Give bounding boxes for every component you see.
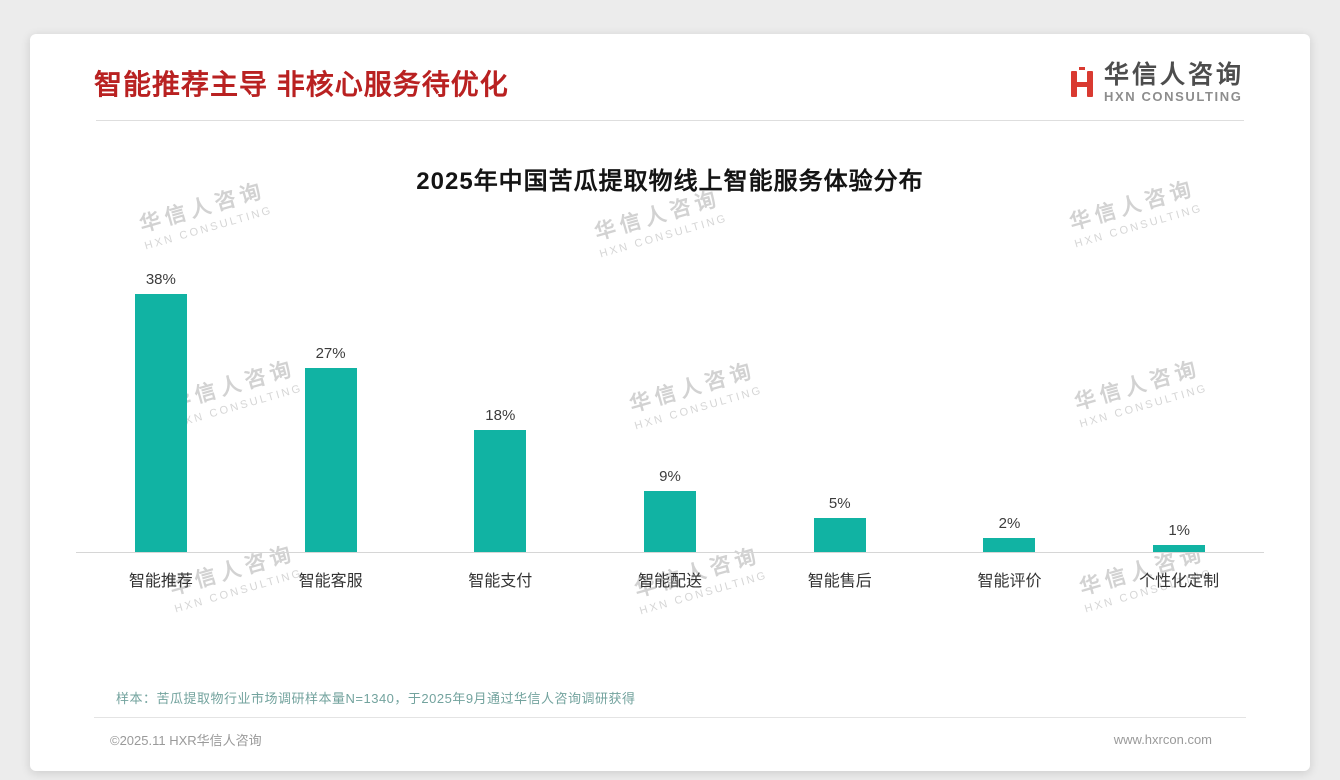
bar-value-label: 1% (1168, 521, 1191, 539)
bar-value-label: 27% (315, 344, 346, 362)
header-divider (96, 119, 1244, 121)
x-axis-line (76, 551, 1264, 553)
page-title: 智能推荐主导 非核心服务待优化 (94, 68, 509, 100)
bar-column: 38% (76, 271, 246, 552)
footer-website: www.hxrcon.com (1113, 732, 1212, 747)
bar (474, 429, 527, 552)
bar-column: 18% (415, 407, 585, 552)
bar (644, 490, 697, 552)
bar-value-label: 38% (145, 270, 176, 288)
slide-content: 智能推荐主导 非核心服务待优化 华信人咨询 HXN CONSULTING 202… (30, 34, 1310, 771)
bar-value-label: 9% (659, 467, 681, 485)
bar-category-label: 智能售后 (807, 572, 872, 590)
bar-column: 9% (585, 468, 755, 552)
spacer (30, 591, 1310, 688)
bar (813, 517, 866, 552)
bar-value-label: 2% (998, 514, 1021, 532)
bar-category-label: 智能推荐 (128, 572, 193, 590)
footer-divider (94, 717, 1246, 718)
bar-category-label: 智能配送 (638, 572, 703, 590)
category-axis: 智能推荐 智能客服 智能支付 智能配送 智能售后 智能评价 个性化定制 (76, 553, 1264, 591)
footer-copyright: ©2025.11 HXR华信人咨询 (110, 733, 262, 748)
bar-value-label: 18% (485, 406, 516, 424)
bar-value-label: 5% (828, 494, 851, 512)
bar (1153, 544, 1206, 552)
slide-card: 华信人咨询 HXN CONSULTING 华信人咨询 HXN CONSULTING 华信… (30, 34, 1310, 771)
sample-note: 样本：苦瓜提取物行业市场调研样本量N=1340，于2025年9月通过华信人咨询调… (116, 691, 636, 706)
bar-column: 1% (1094, 522, 1264, 552)
company-logo: 华信人咨询 HXN CONSULTING (1069, 62, 1244, 104)
logo-h-mark-icon (1070, 66, 1093, 97)
footer: ©2025.11 HXR华信人咨询 www.hxrcon.com (30, 718, 1310, 771)
bar (134, 293, 187, 552)
bar-category-label: 智能评价 (977, 572, 1042, 590)
bar (983, 537, 1036, 552)
logo-text: 华信人咨询 HXN CONSULTING (1104, 62, 1244, 104)
plot-area: 38% 27% 18% 9% 5% 2% 1% (76, 230, 1264, 552)
bar-category-label: 个性化定制 (1139, 572, 1220, 590)
bar-category-label: 智能客服 (298, 572, 363, 590)
bar-category-label: 智能支付 (468, 572, 533, 590)
bar (304, 367, 357, 552)
bar-column: 2% (925, 515, 1095, 552)
logo-cn-text: 华信人咨询 (1103, 61, 1244, 89)
chart-title: 2025年中国苦瓜提取物线上智能服务体验分布 (416, 167, 924, 195)
logo-en-text: HXN CONSULTING (1103, 89, 1243, 105)
bar-column: 27% (246, 345, 416, 552)
header: 智能推荐主导 非核心服务待优化 华信人咨询 HXN CONSULTING (30, 34, 1310, 120)
bar-chart: 38% 27% 18% 9% 5% 2% 1% 智能推荐 智能客服 智能支付 智能配送 智能售后 智能… (76, 230, 1264, 591)
bar-column: 5% (755, 495, 925, 552)
